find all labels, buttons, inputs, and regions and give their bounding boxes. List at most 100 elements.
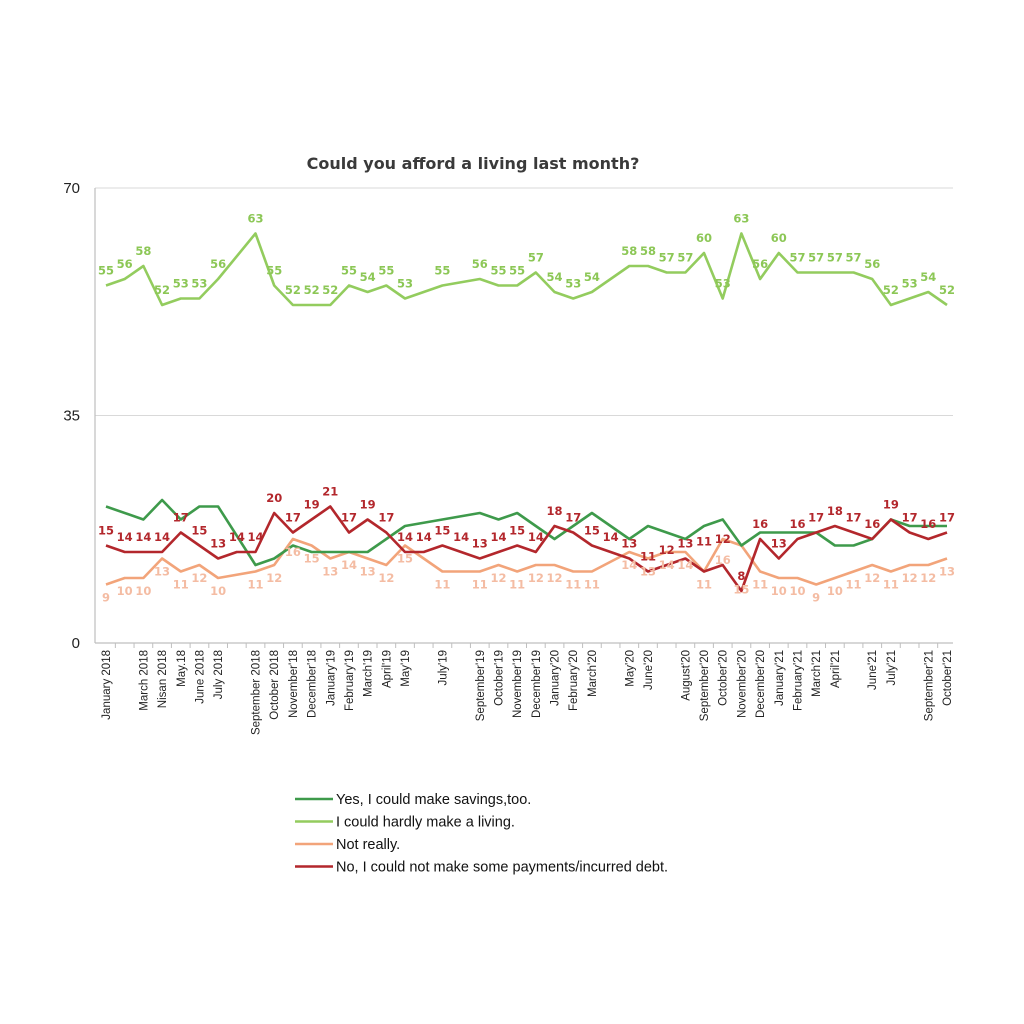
data-label: 13 (621, 537, 637, 551)
data-label: 13 (154, 565, 170, 579)
legend-label: Not really. (336, 837, 400, 853)
data-label: 12 (547, 571, 563, 585)
x-tick-label: November'18 (288, 650, 300, 718)
data-label: 14 (603, 530, 619, 544)
data-label: 56 (864, 257, 880, 271)
x-tick-label: March 2018 (138, 650, 150, 711)
data-label: 53 (565, 277, 581, 291)
x-tick-label: December'20 (755, 650, 767, 718)
data-label: 15 (304, 552, 320, 566)
data-label: 55 (266, 264, 282, 278)
x-tick-label: October'21 (942, 650, 954, 706)
data-label: 12 (528, 571, 544, 585)
data-label: 13 (771, 537, 787, 551)
x-tick-label: January'21 (774, 650, 786, 706)
data-label: 57 (846, 251, 862, 265)
data-label: 58 (640, 244, 656, 258)
data-label: 16 (920, 517, 936, 531)
data-label: 16 (789, 517, 805, 531)
data-label: 55 (341, 264, 357, 278)
data-label: 52 (154, 283, 170, 297)
data-label: 12 (920, 571, 936, 585)
data-label: 14 (416, 530, 432, 544)
data-label: 63 (733, 212, 749, 226)
data-label: 55 (434, 264, 450, 278)
data-label: 53 (191, 277, 207, 291)
data-label: 9 (812, 591, 820, 605)
x-tick-label: October'20 (718, 650, 730, 706)
data-label: 55 (509, 264, 525, 278)
data-label: 52 (883, 283, 899, 297)
series-lines (105, 232, 948, 593)
data-label: 52 (304, 283, 320, 297)
x-tick-label: March'20 (587, 650, 599, 697)
data-label: 13 (939, 565, 955, 579)
data-label: 55 (490, 264, 506, 278)
x-tick-label: October 2018 (269, 650, 281, 720)
data-label: 18 (547, 504, 563, 518)
x-axis-ticks: January 2018 March 2018 Nisan 2018 May.18 Ju… (101, 643, 954, 735)
data-label: 53 (902, 277, 918, 291)
data-label: 54 (584, 270, 600, 284)
y-tick-label: 70 (63, 180, 80, 197)
data-label: 14 (659, 558, 675, 572)
x-tick-label: November'19 (512, 650, 524, 718)
series-line (105, 537, 948, 586)
x-tick-label: Nisan 2018 (157, 650, 169, 708)
data-label: 16 (285, 545, 301, 559)
data-label: 55 (98, 264, 114, 278)
data-label: 56 (210, 257, 226, 271)
data-label: 17 (173, 511, 189, 525)
data-label: 56 (472, 257, 488, 271)
data-label: 14 (490, 530, 506, 544)
data-label: 11 (584, 578, 600, 592)
data-label: 12 (864, 571, 880, 585)
x-tick-label: November'20 (736, 650, 748, 718)
data-label: 16 (864, 517, 880, 531)
data-label: 11 (846, 578, 862, 592)
data-label: 57 (827, 251, 843, 265)
data-label: 57 (528, 251, 544, 265)
data-label: 54 (360, 270, 376, 284)
data-label: 17 (565, 511, 581, 525)
data-label: 10 (771, 584, 787, 598)
data-label: 12 (490, 571, 506, 585)
legend-label: No, I could not make some payments/incur… (336, 860, 668, 876)
series-line (105, 232, 948, 307)
x-tick-label: April'21 (830, 650, 842, 688)
data-label: 55 (378, 264, 394, 278)
legend-label: Yes, I could make savings,too. (336, 792, 531, 808)
data-label: 11 (696, 578, 712, 592)
data-label: 14 (117, 530, 133, 544)
data-label: 11 (696, 535, 712, 549)
data-label: 53 (173, 277, 189, 291)
data-label: 10 (789, 584, 805, 598)
data-label: 21 (322, 485, 338, 499)
x-tick-label: September'20 (699, 650, 711, 721)
data-label: 60 (771, 231, 787, 245)
x-tick-label: March'19 (363, 650, 375, 697)
data-label: 57 (677, 251, 693, 265)
data-label: 14 (229, 530, 245, 544)
data-label: 11 (173, 578, 189, 592)
data-label: 14 (341, 558, 357, 572)
data-label: 15 (98, 524, 114, 538)
data-label: 11 (472, 578, 488, 592)
data-label: 57 (789, 251, 805, 265)
x-tick-label: September'21 (923, 650, 935, 721)
data-label: 52 (939, 283, 955, 297)
x-tick-label: January 2018 (101, 650, 113, 720)
data-label: 13 (677, 537, 693, 551)
data-label: 15 (733, 583, 749, 597)
data-label: 11 (434, 578, 450, 592)
data-label: 15 (509, 524, 525, 538)
data-label: 15 (434, 524, 450, 538)
data-label: 20 (266, 491, 282, 505)
data-label: 10 (117, 584, 133, 598)
y-tick-label: 0 (72, 635, 80, 652)
data-label: 14 (528, 530, 544, 544)
x-tick-label: January'20 (550, 650, 562, 706)
x-tick-label: January'19 (325, 650, 337, 706)
x-tick-label: July'19 (437, 650, 449, 685)
